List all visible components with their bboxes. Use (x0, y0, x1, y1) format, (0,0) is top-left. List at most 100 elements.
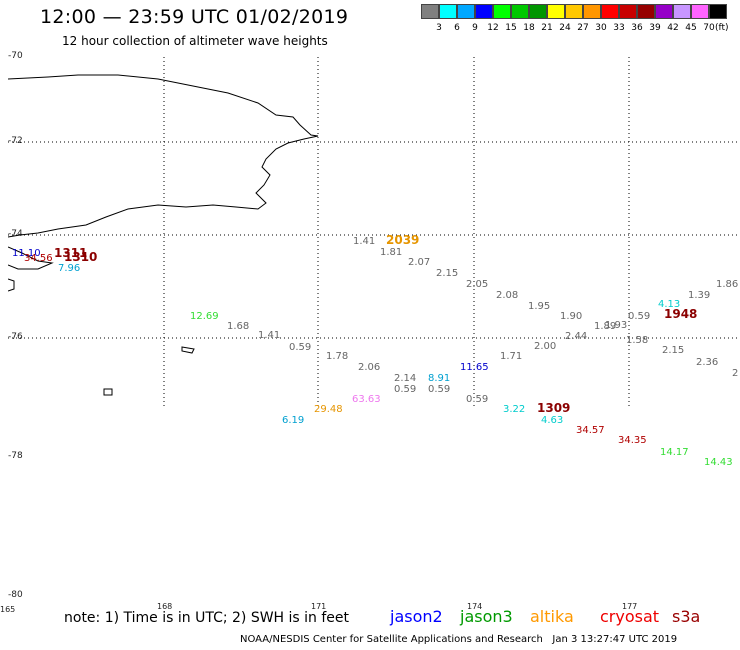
wave-height-label: 14.43 (704, 457, 733, 468)
credit-text: NOAA/NESDIS Center for Satellite Applica… (240, 634, 543, 645)
wave-height-label: 34.56 (24, 253, 53, 264)
scale-swatch (583, 4, 601, 19)
wave-height-label: 1.90 (560, 311, 583, 322)
scale-swatch (421, 4, 439, 19)
scale-swatch (439, 4, 457, 19)
scale-swatch (691, 4, 709, 19)
scale-swatch (601, 4, 619, 19)
wave-height-label: 0.59 (428, 384, 451, 395)
wave-height-label: 1.95 (528, 301, 551, 312)
scale-tick-label: 36 (631, 23, 643, 33)
wave-height-label: 34.57 (576, 425, 605, 436)
scale-tick-label: 33 (613, 23, 625, 33)
lat-label: -74 (8, 229, 23, 239)
graticule (8, 57, 740, 407)
scale-tick-label: 3 (436, 23, 442, 33)
scale-swatch (637, 4, 655, 19)
wave-height-label: 2.00 (534, 341, 557, 352)
scale-tick-label: 70 (703, 23, 715, 33)
lat-label: -80 (8, 590, 23, 600)
credit-line: NOAA/NESDIS Center for Satellite Applica… (240, 634, 677, 645)
lon-label: 168 (157, 602, 173, 611)
wave-height-label: 1.71 (500, 351, 523, 362)
wave-height-label: 4.13 (658, 299, 681, 310)
map-title: 12:00 — 23:59 UTC 01/02/2019 (40, 6, 349, 28)
generated-timestamp: Jan 3 13:27:47 UTC 2019 (552, 634, 678, 645)
scale-swatch (565, 4, 583, 19)
wave-height-label: 8.91 (428, 373, 451, 384)
wave-height-label: 2.15 (436, 268, 459, 279)
map-panel: -70 -72 -74 -76 -78 -80 165 168 171 174 … (0, 51, 740, 614)
wave-height-label: 2.05 (466, 279, 489, 290)
scale-tick-label: 21 (541, 23, 553, 33)
wave-height-label: 2.15 (662, 345, 685, 356)
scale-unit-label: (ft) (715, 23, 729, 33)
coastline (7, 74, 319, 396)
wave-height-label: 1309 (537, 401, 571, 415)
wave-height-label: 1.39 (688, 290, 711, 301)
wave-height-label: 2 (732, 368, 739, 379)
scale-tick-label: 27 (577, 23, 589, 33)
legend-cryosat: cryosat (600, 607, 660, 626)
legend-jason3: jason3 (460, 607, 513, 626)
lon-label: 177 (622, 602, 638, 611)
wave-height-label: 2039 (386, 233, 420, 247)
wave-height-label: 12.69 (190, 311, 219, 322)
legend-altika: altika (530, 607, 574, 626)
scale-tick-label: 24 (559, 23, 571, 33)
scale-tick-label: 9 (472, 23, 478, 33)
lon-label: 174 (467, 602, 483, 611)
wave-height-label: 1311 (54, 246, 88, 260)
wave-height-label: 1.86 (716, 279, 739, 290)
footnote: note: 1) Time is in UTC; 2) SWH is in fe… (64, 610, 350, 626)
map-subtitle: 12 hour collection of altimeter wave hei… (62, 34, 328, 48)
wave-height-label: 11.10 (12, 248, 41, 259)
wave-height-label: 2.44 (565, 331, 588, 342)
scale-swatch (655, 4, 673, 19)
scale-tick-label: 39 (649, 23, 661, 33)
wave-height-label: 3.22 (503, 404, 526, 415)
wave-height-label: 7.96 (58, 263, 81, 274)
wave-height-label: 14.17 (660, 447, 689, 458)
wave-height-label: 1.41 (353, 236, 376, 247)
cape-outline (7, 246, 54, 270)
lon-label: 165 (0, 605, 16, 614)
wave-height-label: 0.59 (394, 384, 417, 395)
islet-outline (7, 278, 15, 292)
scale-tick-label: 6 (454, 23, 460, 33)
wave-height-label: 11.65 (460, 362, 489, 373)
wave-height-label: 1.78 (326, 351, 349, 362)
wave-height-label: 1.68 (227, 321, 250, 332)
wave-height-label: 2.06 (358, 362, 381, 373)
wave-height-label: 2.14 (394, 373, 417, 384)
wave-height-label: 1948 (664, 307, 698, 321)
lat-label: -72 (8, 136, 23, 146)
wave-height-label: 29.48 (314, 404, 343, 415)
lon-label: 171 (311, 602, 327, 611)
island-outline-2 (103, 388, 113, 396)
scale-tick-label: 45 (685, 23, 697, 33)
lat-label: -70 (8, 51, 23, 61)
wave-height-label: 2.08 (496, 290, 519, 301)
scale-swatch (457, 4, 475, 19)
legend-s3a: s3a (672, 607, 701, 626)
wave-height-label: 0.59 (466, 394, 489, 405)
scale-swatch (709, 4, 727, 19)
land-outline (7, 74, 319, 238)
scale-swatch (475, 4, 493, 19)
scale-swatch (673, 4, 691, 19)
wave-height-label: 1.81 (380, 247, 403, 258)
map-canvas (7, 57, 740, 407)
wave-height-label: 34.35 (618, 435, 647, 446)
scale-swatch (493, 4, 511, 19)
scale-tick-label: 42 (667, 23, 679, 33)
wave-height-label: 2.07 (408, 257, 431, 268)
scale-swatch (619, 4, 637, 19)
scale-tick-label: 12 (487, 23, 499, 33)
lat-label: -78 (8, 451, 23, 461)
wave-height-label: 1.93 (605, 320, 628, 331)
wave-height-label: 2.36 (696, 357, 719, 368)
scale-swatch (547, 4, 565, 19)
legend-jason2: jason2 (390, 607, 443, 626)
scale-tick-label: 30 (595, 23, 607, 33)
